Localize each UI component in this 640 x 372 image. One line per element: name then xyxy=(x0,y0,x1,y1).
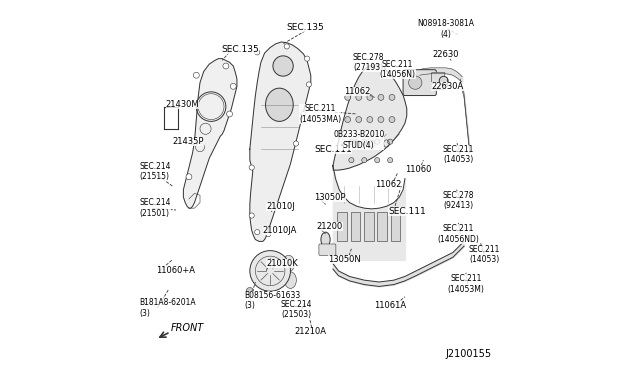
Bar xyxy=(337,212,347,241)
Circle shape xyxy=(439,76,448,85)
Bar xyxy=(364,212,374,241)
Circle shape xyxy=(374,158,380,163)
Circle shape xyxy=(374,139,380,144)
Polygon shape xyxy=(333,65,407,170)
Bar xyxy=(351,212,360,241)
Text: 11060: 11060 xyxy=(404,165,431,174)
Text: 13050N: 13050N xyxy=(328,255,360,264)
Circle shape xyxy=(408,76,422,89)
Circle shape xyxy=(293,141,299,146)
Circle shape xyxy=(356,116,362,122)
Circle shape xyxy=(345,94,351,100)
Circle shape xyxy=(367,116,372,122)
Text: 21010JA: 21010JA xyxy=(263,226,297,235)
Circle shape xyxy=(305,56,310,61)
Text: 13050P: 13050P xyxy=(314,193,346,202)
Circle shape xyxy=(249,213,254,218)
Text: 11060+A: 11060+A xyxy=(156,266,195,275)
FancyBboxPatch shape xyxy=(259,276,284,286)
Ellipse shape xyxy=(273,56,293,76)
Text: SEC.278
(92413): SEC.278 (92413) xyxy=(443,191,474,211)
Text: SEC.278
(27193): SEC.278 (27193) xyxy=(352,52,384,72)
Circle shape xyxy=(189,139,196,145)
Circle shape xyxy=(227,111,232,117)
Circle shape xyxy=(230,83,236,89)
Polygon shape xyxy=(250,42,311,241)
Bar xyxy=(377,212,387,241)
Text: 0B233-B2010
STUD(4): 0B233-B2010 STUD(4) xyxy=(333,130,385,150)
FancyBboxPatch shape xyxy=(319,244,336,256)
Circle shape xyxy=(249,165,254,170)
Text: SEC.135: SEC.135 xyxy=(286,23,324,32)
Circle shape xyxy=(186,174,192,180)
Ellipse shape xyxy=(283,255,294,272)
Circle shape xyxy=(389,94,395,100)
Text: SEC.211
(14053M): SEC.211 (14053M) xyxy=(447,274,484,294)
Circle shape xyxy=(284,44,289,49)
Text: 11062: 11062 xyxy=(344,87,370,96)
Text: 21010K: 21010K xyxy=(266,259,298,268)
FancyBboxPatch shape xyxy=(431,72,445,89)
Text: SEC.211
(14056ND): SEC.211 (14056ND) xyxy=(438,224,479,244)
Circle shape xyxy=(301,112,306,116)
Circle shape xyxy=(367,94,372,100)
Text: 21435P: 21435P xyxy=(172,137,204,146)
Text: SEC.211
(14053MA): SEC.211 (14053MA) xyxy=(299,104,341,124)
Text: SEC.211
(14053): SEC.211 (14053) xyxy=(443,145,474,164)
Text: B08156-61633
(3): B08156-61633 (3) xyxy=(244,291,301,310)
Circle shape xyxy=(223,63,229,69)
Circle shape xyxy=(349,139,354,144)
Circle shape xyxy=(349,158,354,163)
Circle shape xyxy=(307,82,312,87)
Circle shape xyxy=(250,251,291,291)
Ellipse shape xyxy=(285,272,296,288)
Text: 21010J: 21010J xyxy=(266,202,295,211)
Text: SEC.111: SEC.111 xyxy=(388,207,426,217)
Circle shape xyxy=(255,50,260,55)
Circle shape xyxy=(345,116,351,122)
Circle shape xyxy=(378,116,384,122)
Circle shape xyxy=(362,139,367,144)
Circle shape xyxy=(362,158,367,163)
Text: SEC.214
(21503): SEC.214 (21503) xyxy=(280,300,312,320)
Text: SEC.214
(21501): SEC.214 (21501) xyxy=(139,198,171,218)
Text: FRONT: FRONT xyxy=(170,323,204,333)
Text: 21200: 21200 xyxy=(316,222,342,231)
Ellipse shape xyxy=(321,232,330,247)
Text: B181A8-6201A
(3): B181A8-6201A (3) xyxy=(139,298,196,318)
Text: 22630: 22630 xyxy=(432,51,459,60)
Text: N08918-3081A
(4): N08918-3081A (4) xyxy=(417,19,474,39)
Circle shape xyxy=(246,288,253,295)
Text: SEC.211
(14056N): SEC.211 (14056N) xyxy=(380,60,415,79)
Text: SEC.135: SEC.135 xyxy=(221,45,259,54)
Bar xyxy=(390,212,400,241)
Text: 11061A: 11061A xyxy=(374,301,406,311)
Circle shape xyxy=(255,230,260,235)
Text: 22630A: 22630A xyxy=(431,82,463,91)
Polygon shape xyxy=(184,59,237,208)
Circle shape xyxy=(193,72,199,78)
Circle shape xyxy=(388,139,393,144)
Text: 21210A: 21210A xyxy=(295,327,327,336)
Circle shape xyxy=(389,116,395,122)
Circle shape xyxy=(378,94,384,100)
Text: 21430M: 21430M xyxy=(166,100,199,109)
Circle shape xyxy=(266,231,271,237)
Text: SEC.211
(14053): SEC.211 (14053) xyxy=(468,245,500,264)
Circle shape xyxy=(388,158,393,163)
Ellipse shape xyxy=(266,88,293,121)
Text: J2100155: J2100155 xyxy=(445,349,492,359)
Text: SEC.111: SEC.111 xyxy=(314,145,352,154)
Text: SEC.214
(21515): SEC.214 (21515) xyxy=(139,161,171,181)
Text: 11062: 11062 xyxy=(375,180,401,189)
Circle shape xyxy=(356,94,362,100)
FancyBboxPatch shape xyxy=(403,70,436,96)
